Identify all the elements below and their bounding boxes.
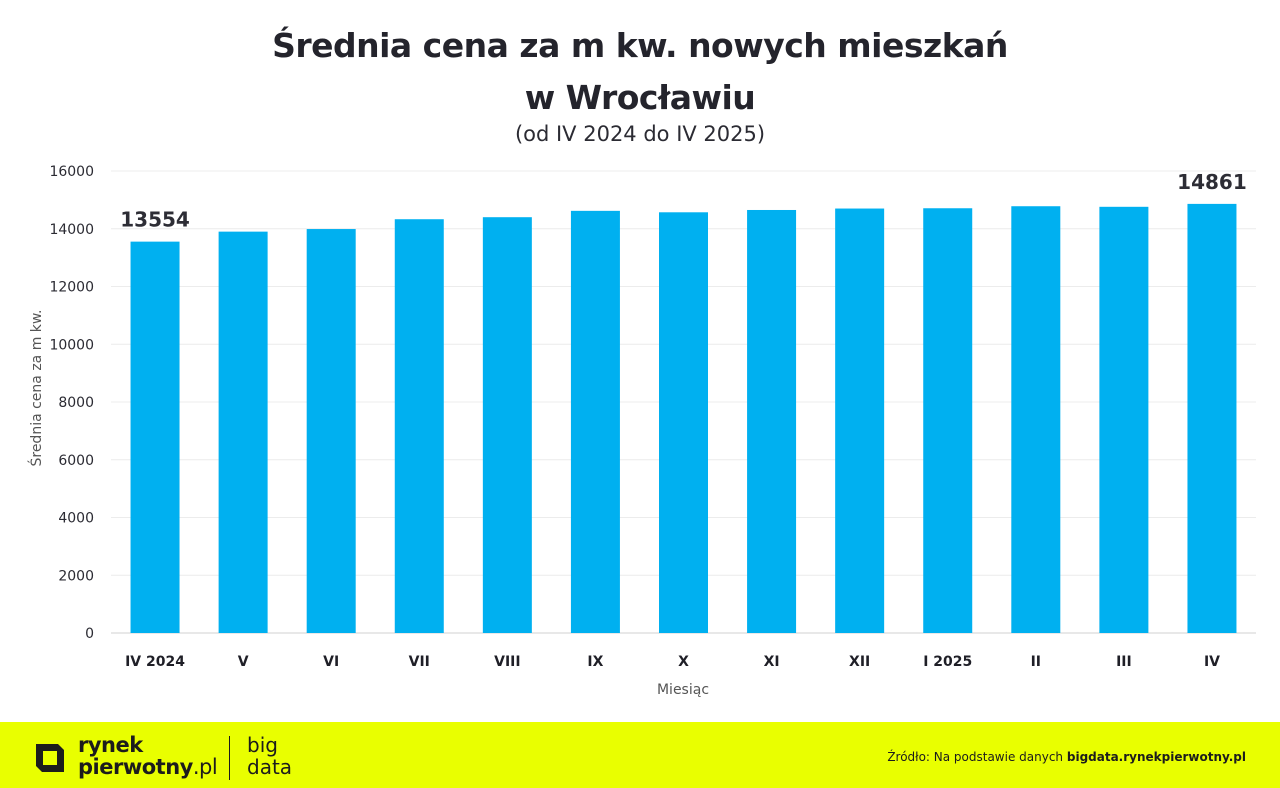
x-tick-label: XII [849, 654, 870, 670]
y-axis-label: Średnia cena za m kw. [27, 309, 45, 466]
bar [1187, 203, 1237, 634]
bar [1011, 206, 1061, 634]
bigdata-line1: big [247, 733, 278, 757]
bar [218, 231, 268, 633]
y-tick-label: 14000 [49, 222, 94, 238]
bar [482, 217, 532, 633]
logo-line2-bold: pierwotny [78, 755, 193, 779]
chart-subtitle: (od IV 2024 do IV 2025) [514, 122, 766, 146]
rynekpierwotny-logo: rynek pierwotny.pl [78, 733, 218, 779]
y-tick-label: 6000 [58, 453, 94, 469]
x-tick-label: V [238, 654, 249, 670]
bar [306, 229, 356, 633]
source-prefix: Źródło: Na podstawie danych [887, 750, 1064, 764]
x-tick-label: IX [587, 654, 603, 670]
bar [394, 219, 444, 633]
x-tick-label: I 2025 [923, 654, 972, 670]
x-tick-label: IV [1204, 654, 1220, 670]
x-tick-label: XI [764, 654, 780, 670]
logo-line2: pierwotny.pl [78, 755, 218, 779]
x-tick-label: X [678, 654, 689, 670]
x-tick-label: II [1031, 654, 1041, 670]
bar [1099, 206, 1149, 633]
y-tick-label: 12000 [49, 280, 94, 296]
data-label: 14861 [1177, 170, 1247, 194]
source-link[interactable]: bigdata.rynekpierwotny.pl [1066, 750, 1246, 764]
y-tick-label: 8000 [58, 395, 94, 411]
y-tick-label: 16000 [49, 164, 94, 180]
source-note: Źródło: Na podstawie danych bigdata.ryne… [887, 750, 1246, 764]
logo-line2-light: .pl [192, 755, 218, 779]
bigdata-logo: big data [247, 734, 292, 778]
chart-title-line1: Średnia cena za m kw. nowych mieszkań [272, 26, 1008, 65]
bar-chart: 0 2000 4000 6000 8000 10000 12000 14000 16000 IV … [27, 164, 1256, 698]
x-tick-label: VII [409, 654, 430, 670]
bar [923, 208, 973, 633]
x-axis-label: Miesiąc [657, 682, 709, 698]
logo-line1: rynek [78, 733, 143, 757]
y-tick-label: 4000 [58, 511, 94, 527]
logo-divider [229, 736, 230, 780]
y-tick-label: 10000 [49, 337, 94, 353]
x-tick-label: VIII [494, 654, 520, 670]
rynekpierwotny-logo-icon [36, 744, 64, 772]
footer-bar: rynek pierwotny.pl big data Źródło: Na p… [0, 722, 1280, 788]
y-tick-label: 0 [85, 626, 94, 642]
x-tick-label: III [1116, 654, 1132, 670]
bar [747, 209, 797, 633]
bar [130, 241, 180, 634]
data-label: 13554 [120, 208, 190, 232]
chart-title-line2: w Wrocławiu [524, 78, 756, 117]
x-tick-label: IV 2024 [125, 654, 185, 670]
bar [659, 212, 708, 633]
x-tick-label: VI [323, 654, 339, 670]
y-tick-label: 2000 [58, 568, 94, 584]
bar [835, 208, 885, 633]
bigdata-line2: data [247, 755, 293, 779]
bar [570, 210, 620, 633]
